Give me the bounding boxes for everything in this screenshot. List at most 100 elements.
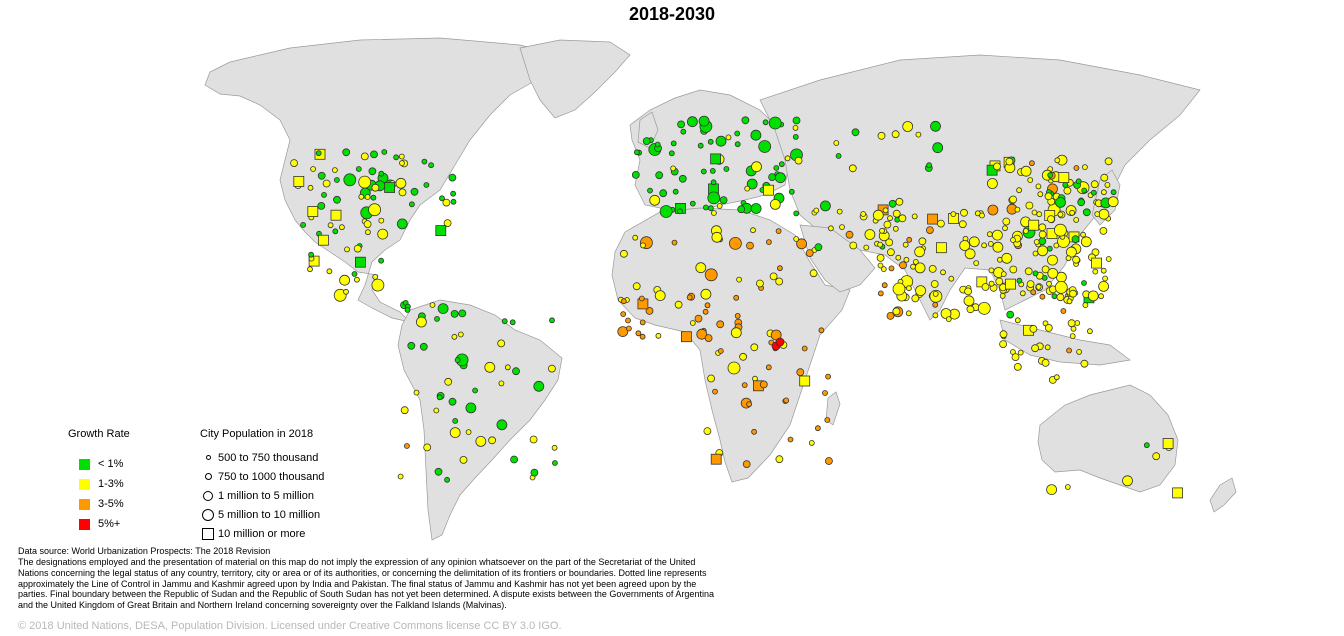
city-marker: [620, 311, 627, 318]
city-marker: [828, 225, 834, 232]
city-marker: [353, 276, 360, 283]
city-marker: [987, 240, 994, 247]
city-marker: [751, 428, 757, 435]
city-marker: [1036, 211, 1043, 218]
city-marker: [1047, 254, 1058, 266]
city-marker: [756, 279, 764, 288]
city-marker: [321, 191, 327, 198]
city-marker: [1092, 268, 1099, 275]
city-marker: [928, 264, 937, 273]
city-marker: [775, 172, 786, 184]
map-title: 2018-2030: [628, 4, 716, 24]
city-marker: [1075, 178, 1082, 185]
city-marker: [435, 225, 447, 237]
city-marker: [397, 473, 404, 480]
disclaimer-text: The designations employed and the presen…: [18, 557, 714, 611]
city-marker: [696, 328, 708, 340]
city-marker: [945, 316, 952, 323]
city-marker: [1143, 442, 1150, 449]
city-marker: [620, 249, 628, 258]
city-marker: [993, 162, 1001, 171]
city-marker: [672, 188, 679, 195]
city-marker: [872, 209, 884, 221]
city-marker: [1110, 189, 1117, 196]
city-marker: [504, 364, 511, 371]
city-marker: [1011, 353, 1020, 362]
city-marker: [497, 339, 506, 348]
city-marker: [307, 206, 319, 217]
city-marker: [1026, 280, 1035, 289]
city-marker: [620, 298, 627, 305]
city-marker: [885, 238, 894, 247]
city-marker: [703, 427, 712, 436]
city-marker: [887, 215, 893, 222]
city-marker: [1006, 310, 1015, 319]
city-marker: [1069, 289, 1077, 298]
legend-item-growth-1-3: 1-3%: [68, 474, 130, 494]
city-marker: [702, 308, 709, 315]
city-marker: [403, 443, 410, 449]
city-marker: [898, 214, 907, 223]
city-marker: [634, 149, 640, 156]
city-marker: [716, 203, 723, 209]
city-marker: [549, 317, 555, 324]
city-marker: [824, 417, 831, 423]
city-marker: [640, 242, 646, 249]
city-marker: [1027, 177, 1034, 184]
city-marker: [902, 241, 909, 248]
city-marker: [632, 234, 639, 241]
legend-label: 5%+: [98, 518, 121, 530]
city-marker: [626, 325, 632, 332]
city-marker: [863, 244, 870, 251]
city-marker: [711, 231, 723, 243]
city-marker: [429, 302, 436, 308]
city-marker: [399, 160, 405, 167]
city-marker: [1044, 192, 1053, 201]
city-marker: [338, 224, 345, 231]
city-marker: [750, 129, 762, 141]
city-marker: [1087, 328, 1093, 335]
city-marker: [796, 368, 805, 377]
city-marker: [911, 294, 920, 303]
city-marker: [1014, 317, 1021, 324]
city-marker: [548, 364, 556, 373]
city-marker: [351, 271, 358, 277]
city-marker: [1054, 157, 1061, 164]
city-marker: [1017, 349, 1024, 356]
legend-item-growth-5plus: 5%+: [68, 514, 130, 534]
city-marker: [423, 182, 430, 188]
city-marker: [333, 177, 340, 183]
city-marker: [1030, 289, 1037, 296]
city-marker: [358, 193, 365, 200]
city-marker: [892, 225, 899, 232]
legend-label: 1-3%: [98, 478, 124, 490]
city-marker: [552, 460, 558, 466]
city-marker: [768, 173, 776, 182]
city-marker: [736, 276, 742, 283]
city-marker: [927, 213, 938, 225]
city-marker: [655, 332, 662, 339]
city-marker: [354, 256, 366, 268]
city-marker: [1035, 283, 1042, 290]
city-marker: [1101, 189, 1107, 196]
city-marker: [1107, 196, 1119, 208]
city-marker: [1099, 226, 1108, 235]
city-marker: [642, 137, 651, 146]
city-marker: [717, 348, 724, 354]
city-marker: [639, 319, 646, 326]
city-markers: [290, 115, 1183, 499]
city-marker: [963, 295, 975, 307]
city-marker: [729, 236, 742, 250]
city-marker: [708, 205, 714, 212]
city-marker: [711, 210, 717, 216]
city-marker: [454, 357, 461, 364]
city-marker: [654, 141, 661, 148]
city-marker: [958, 220, 967, 229]
city-marker: [465, 402, 477, 414]
city-marker: [1055, 196, 1066, 208]
city-marker: [986, 231, 993, 238]
small-circle-icon: [205, 455, 211, 460]
growth-rate-legend: Growth Rate < 1% 1-3% 3-5% 5%+: [68, 428, 130, 534]
city-marker: [895, 254, 902, 261]
